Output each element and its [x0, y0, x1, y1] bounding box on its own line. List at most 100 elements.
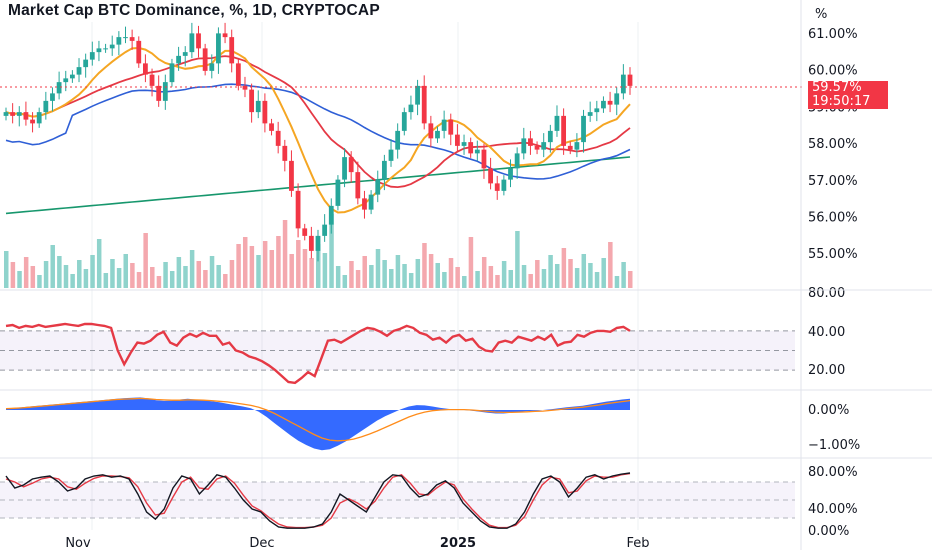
- volume-bar: [309, 258, 314, 288]
- candle-body: [368, 194, 374, 210]
- stoch-k-line: [5, 472, 631, 529]
- candle-body: [395, 130, 401, 150]
- volume-bar: [189, 250, 195, 288]
- volume-bar: [103, 273, 109, 288]
- candle-body: [308, 235, 314, 251]
- volume-bar: [541, 269, 547, 288]
- candle-body: [23, 112, 29, 120]
- candle-body: [428, 123, 434, 139]
- volume-bar: [369, 265, 374, 288]
- candle-body: [501, 179, 507, 191]
- last-price-value: 59.57%: [812, 80, 862, 95]
- volume-bar: [561, 248, 567, 288]
- candle-body: [601, 100, 606, 109]
- volume-bar: [276, 236, 281, 288]
- volume-bar: [329, 214, 334, 288]
- candle-body: [415, 85, 420, 105]
- volume-bar: [169, 271, 175, 288]
- candle-body: [448, 119, 454, 135]
- volume-bar: [548, 255, 553, 288]
- candle-body: [202, 48, 208, 71]
- volume-bar: [90, 255, 95, 288]
- ma-blue-line: [5, 83, 631, 180]
- candle-body: [581, 115, 586, 143]
- volume-bar: [428, 254, 434, 288]
- candle-body: [468, 142, 474, 154]
- price-tick-label: 56.00%: [808, 211, 858, 226]
- candle-body: [401, 112, 407, 131]
- candle-body: [189, 33, 195, 53]
- candle-body: [461, 142, 467, 146]
- price-tick-label: 57.00%: [808, 174, 858, 189]
- candle-body: [222, 33, 228, 38]
- candle-body: [315, 235, 321, 251]
- volume-bar: [508, 270, 514, 288]
- volume-bar: [96, 239, 102, 288]
- rsi-line: [5, 322, 631, 385]
- candle-body: [474, 149, 480, 154]
- volume-bar: [176, 257, 182, 288]
- volume-bar: [614, 276, 620, 288]
- candle-body: [242, 85, 248, 90]
- candle-body: [421, 85, 427, 124]
- volume-bar: [30, 266, 36, 288]
- volume-bar: [355, 270, 361, 288]
- candle-body: [36, 112, 42, 124]
- volume-bar: [236, 244, 241, 288]
- price-tick-label: 58.00%: [808, 137, 858, 152]
- volume-bar: [163, 262, 168, 288]
- candle-body: [196, 33, 201, 49]
- stoch-tick-label: 0.00%: [808, 524, 849, 539]
- candle-body: [262, 100, 268, 124]
- volume-bar: [588, 263, 593, 288]
- volume-bar: [110, 259, 115, 288]
- candle-body: [594, 108, 600, 113]
- volume-bar: [349, 261, 354, 288]
- candle-body: [63, 78, 69, 83]
- candle-body: [216, 33, 221, 64]
- candle-body: [129, 37, 135, 41]
- volume-bar: [223, 274, 228, 288]
- volume-bar: [156, 276, 162, 288]
- candle-body: [355, 172, 361, 199]
- candle-body: [10, 112, 16, 116]
- candle-body: [249, 89, 255, 113]
- volume-bar: [501, 261, 507, 288]
- volume-bar: [203, 270, 208, 288]
- volume-bar: [57, 256, 62, 288]
- volume-bar: [150, 267, 155, 288]
- candle-body: [295, 190, 301, 229]
- volume-bar: [628, 271, 633, 288]
- candle-body: [43, 100, 49, 113]
- candle-body: [435, 130, 440, 139]
- volume-bar: [435, 263, 440, 288]
- volume-bar: [296, 240, 301, 288]
- volume-bar: [601, 258, 606, 288]
- candle-body: [89, 52, 95, 60]
- candle-body: [381, 160, 387, 180]
- ma-green-line: [5, 156, 631, 215]
- candle-body: [627, 74, 633, 86]
- time-axis-label: 2025: [440, 536, 476, 550]
- volume-bar: [621, 262, 626, 288]
- volume-bar: [594, 272, 600, 288]
- volume-bar: [375, 249, 381, 288]
- volume-bar: [216, 265, 221, 288]
- candle-body: [50, 93, 55, 101]
- candle-body: [275, 130, 281, 146]
- volume-bar: [209, 256, 215, 288]
- volume-bar: [116, 268, 122, 288]
- candle-body: [16, 112, 22, 116]
- volume-bar: [50, 245, 55, 288]
- volume-bar: [136, 272, 142, 288]
- candle-body: [103, 48, 108, 50]
- rsi-tick-label: 80.00: [808, 286, 845, 301]
- candle-body: [56, 82, 62, 94]
- volume-bar: [389, 269, 394, 288]
- candle-body: [116, 37, 122, 45]
- last-price-badge: 59.57% 19:50:17: [808, 81, 888, 109]
- volume-bar: [4, 251, 9, 288]
- candle-body: [508, 168, 513, 180]
- volume-bar: [574, 268, 580, 288]
